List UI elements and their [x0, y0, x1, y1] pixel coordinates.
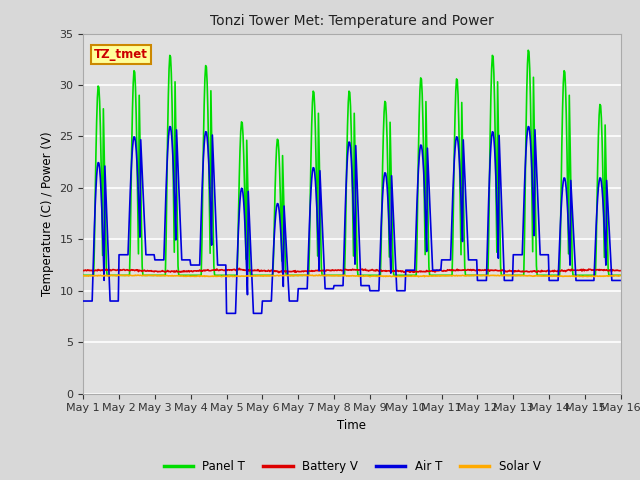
Battery V: [145, 268, 152, 274]
Line: Panel T: Panel T: [83, 50, 620, 276]
Panel T: [524, 48, 532, 53]
Battery V: [236, 265, 243, 271]
Air T: [417, 143, 425, 148]
Solar V: [227, 273, 235, 279]
Panel T: [433, 273, 440, 278]
Air T: [89, 272, 97, 278]
Air T: [145, 252, 152, 258]
X-axis label: Time: Time: [337, 419, 367, 432]
Battery V: [616, 268, 624, 274]
Solar V: [316, 272, 323, 278]
Title: Tonzi Tower Met: Temperature and Power: Tonzi Tower Met: Temperature and Power: [210, 14, 494, 28]
Air T: [228, 311, 236, 316]
Solar V: [145, 272, 152, 278]
Line: Battery V: Battery V: [83, 268, 620, 273]
Y-axis label: Temperature (C) / Power (V): Temperature (C) / Power (V): [41, 132, 54, 296]
Battery V: [89, 268, 97, 274]
Solar V: [199, 274, 207, 279]
Air T: [223, 311, 230, 316]
Panel T: [417, 75, 424, 81]
Air T: [524, 124, 532, 130]
Solar V: [419, 273, 426, 279]
Legend: Panel T, Battery V, Air T, Solar V: Panel T, Battery V, Air T, Solar V: [159, 456, 545, 478]
Line: Air T: Air T: [83, 127, 620, 313]
Panel T: [227, 273, 235, 278]
Battery V: [79, 268, 87, 274]
Air T: [616, 277, 624, 283]
Panel T: [89, 273, 97, 278]
Battery V: [419, 269, 426, 275]
Battery V: [199, 268, 207, 274]
Solar V: [392, 274, 400, 280]
Battery V: [275, 270, 283, 276]
Air T: [79, 298, 87, 304]
Air T: [433, 267, 441, 273]
Solar V: [434, 273, 442, 278]
Solar V: [79, 273, 87, 278]
Panel T: [616, 273, 624, 278]
Text: TZ_tmet: TZ_tmet: [94, 48, 148, 61]
Panel T: [79, 273, 87, 278]
Battery V: [434, 268, 442, 274]
Solar V: [616, 273, 624, 278]
Panel T: [145, 273, 152, 278]
Panel T: [199, 187, 207, 192]
Air T: [199, 171, 207, 177]
Battery V: [227, 267, 235, 273]
Solar V: [89, 273, 97, 278]
Line: Solar V: Solar V: [83, 275, 620, 277]
